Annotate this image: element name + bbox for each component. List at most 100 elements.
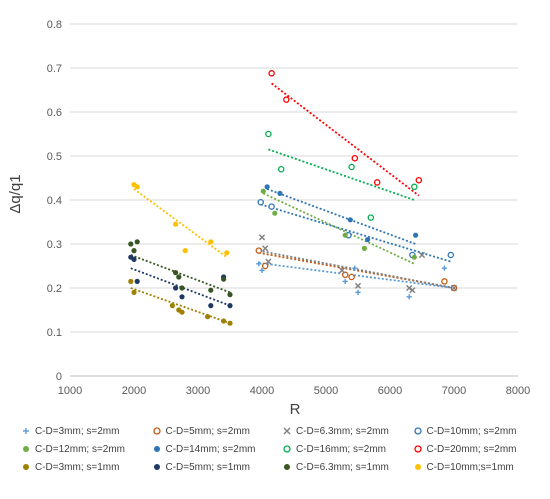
legend-label: C-D=10mm;s=1mm — [426, 461, 514, 473]
data-point — [354, 282, 362, 289]
data-point — [348, 163, 355, 171]
data-point — [255, 247, 263, 254]
data-point — [415, 176, 423, 184]
x-stroke — [418, 251, 426, 259]
legend-item: C-D=3mm; s=1mm — [20, 461, 149, 473]
legend-marker-shape — [153, 446, 160, 452]
legend-marker-svg — [283, 427, 291, 435]
legend-item: C-D=10mm;s=1mm — [412, 461, 541, 473]
data-point — [205, 314, 211, 320]
x-stroke — [406, 284, 413, 292]
data-point — [179, 285, 185, 291]
x-tick-label: 1000 — [58, 385, 82, 397]
x-stroke — [409, 287, 416, 294]
legend-marker-icon — [151, 443, 163, 455]
data-point — [224, 250, 230, 256]
x-axis-title: R — [290, 401, 301, 418]
legend-marker-svg — [414, 464, 421, 470]
legend-marker-svg — [23, 428, 29, 434]
trendlines — [130, 82, 455, 325]
data-point — [134, 278, 140, 284]
y-tick-label: 0.7 — [47, 63, 62, 75]
legend-marker-shape — [152, 427, 161, 435]
data-point — [441, 265, 447, 271]
legend-label: C-D=6.3mm; s=2mm — [296, 425, 389, 437]
data-point — [261, 262, 269, 270]
legend-marker-icon — [151, 425, 163, 437]
legend-marker-svg — [23, 446, 29, 452]
data-point — [131, 256, 137, 262]
data-point — [264, 184, 270, 190]
legend-label: C-D=5mm; s=1mm — [165, 461, 250, 473]
y-tick-label: 0.5 — [47, 151, 62, 163]
data-point — [134, 239, 140, 245]
data-point — [259, 267, 265, 273]
legend-label: C-D=5mm; s=2mm — [165, 425, 250, 437]
data-point — [176, 274, 182, 280]
legend-marker-svg — [23, 464, 29, 470]
data-point — [208, 239, 214, 245]
data-point — [277, 190, 283, 196]
legend-item: C-D=20mm; s=2mm — [412, 443, 541, 455]
data-point — [450, 284, 458, 292]
legend-marker-shape — [23, 446, 29, 452]
legend: C-D=3mm; s=2mm C-D=5mm; s=2mm C-D=6.3mm; s… — [20, 425, 540, 473]
data-point — [365, 237, 371, 243]
x-tick-label: 2000 — [122, 385, 146, 397]
legend-marker-shape — [413, 445, 422, 453]
legend-marker-icon — [281, 461, 293, 473]
legend-marker-shape — [284, 464, 290, 470]
scatter-plot: 0 0.1 0.2 0.3 0.4 0.5 0.6 0.7 0.8 1000 2000 3000 400… — [7, 19, 530, 418]
data-point — [256, 261, 262, 267]
x-stroke — [258, 234, 266, 241]
data-point — [406, 294, 412, 300]
data-point — [348, 273, 355, 281]
y-tick-label: 0.2 — [47, 283, 62, 295]
legend-label: C-D=3mm; s=1mm — [35, 461, 120, 473]
y-tick-label: 0.6 — [47, 107, 62, 119]
data-point — [441, 278, 448, 285]
data-point — [128, 278, 134, 284]
y-tick-label: 0.8 — [47, 19, 62, 31]
data-point — [352, 265, 358, 271]
legend-marker-svg — [413, 445, 422, 453]
legend-marker-shape — [414, 464, 421, 470]
legend-label: C-D=14mm; s=2mm — [165, 443, 256, 455]
data-point — [208, 303, 214, 309]
legend-marker-icon — [281, 443, 293, 455]
y-tick-label: 0.4 — [47, 195, 62, 207]
legend-item: C-D=6.3mm; s=1mm — [281, 461, 410, 473]
trendline — [271, 82, 420, 197]
data-point — [182, 248, 188, 254]
data-point — [361, 245, 367, 251]
x-stroke — [283, 427, 291, 435]
data-point — [272, 210, 278, 216]
data-point — [447, 251, 455, 259]
data-point — [409, 287, 416, 294]
data-point — [173, 221, 179, 227]
data-point — [277, 165, 285, 173]
legend-marker-icon — [412, 443, 424, 455]
legend-marker-svg — [283, 445, 291, 453]
trendline — [266, 188, 416, 245]
legend-marker-icon — [281, 425, 293, 437]
legend-marker-shape — [283, 427, 291, 435]
data-point — [411, 183, 418, 191]
legend-marker-icon — [20, 425, 32, 437]
x-tick-label: 7000 — [442, 385, 466, 397]
trendline — [130, 254, 231, 294]
legend-marker-svg — [152, 427, 161, 435]
data-point — [262, 245, 269, 252]
data-point — [351, 154, 359, 162]
legend-label: C-D=10mm; s=2mm — [426, 425, 517, 437]
data-point — [355, 289, 361, 295]
data-point — [341, 271, 349, 279]
data-point — [173, 285, 179, 291]
legend-marker-icon — [412, 461, 424, 473]
legend-marker-shape — [413, 427, 422, 435]
legend-marker-shape — [283, 445, 291, 453]
legend-item: C-D=12mm; s=2mm — [20, 443, 149, 455]
data-point — [413, 232, 419, 238]
data-point — [338, 267, 346, 274]
